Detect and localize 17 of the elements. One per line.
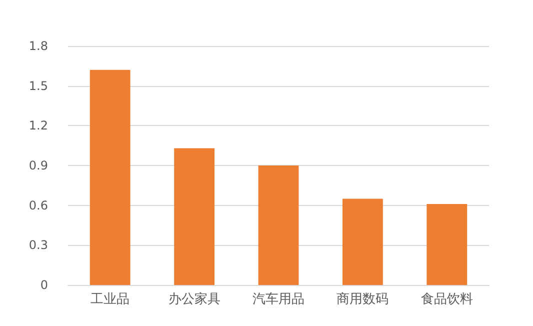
y-tick-label: 1.8 — [28, 39, 48, 53]
bar — [258, 166, 299, 285]
y-tick-label: 0.3 — [28, 238, 48, 252]
y-tick-label: 0.6 — [28, 198, 48, 212]
y-tick-label: 0 — [40, 278, 48, 292]
bar — [90, 70, 130, 285]
bar — [174, 148, 215, 285]
x-tick-label: 商用数码 — [336, 292, 389, 307]
x-tick-label: 工业品 — [90, 292, 130, 307]
x-tick-label: 办公家具 — [168, 291, 220, 307]
x-tick-label: 食品饮料 — [420, 292, 473, 307]
y-tick-label: 1.2 — [28, 118, 48, 133]
x-tick-label: 汽车用品 — [252, 292, 304, 307]
y-tick-label: 0.9 — [28, 158, 48, 172]
bar — [342, 198, 383, 285]
bar — [426, 204, 468, 285]
y-tick-label: 1.5 — [28, 78, 48, 93]
